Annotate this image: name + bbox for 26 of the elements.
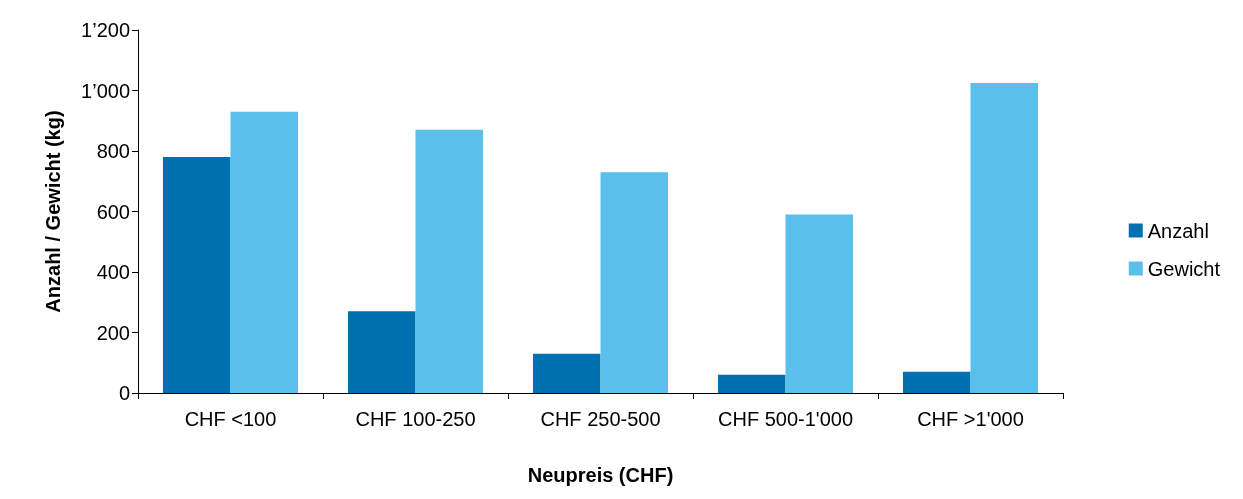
bar: [970, 82, 1039, 393]
y-tick-label: 600: [96, 200, 130, 223]
bar: [600, 172, 669, 393]
legend-label: Gewicht: [1147, 257, 1221, 280]
x-tick-label: CHF >1'000: [917, 408, 1024, 430]
x-tick-label: CHF <100: [184, 408, 277, 430]
y-tick-label: 800: [96, 140, 130, 162]
y-tick-label: 1’200: [81, 19, 130, 41]
legend-label: Anzahl: [1147, 219, 1209, 242]
y-axis-title: Anzahl / Gewicht (kg): [42, 110, 64, 313]
x-tick-label: CHF 100-250: [355, 408, 476, 430]
y-tick-label: 400: [96, 261, 130, 283]
bar: [902, 371, 971, 393]
bar: [162, 157, 231, 393]
bar: [230, 111, 299, 393]
x-tick-label: CHF 500-1'000: [718, 408, 853, 430]
bar: [347, 311, 416, 393]
y-tick-label: 1’000: [81, 79, 130, 102]
bar: [717, 374, 786, 393]
x-tick-label: CHF 250-500: [540, 408, 661, 430]
x-axis-title: Neupreis (CHF): [527, 464, 674, 486]
bar: [415, 129, 484, 393]
bar: [785, 214, 854, 393]
y-tick-label: 200: [96, 321, 130, 344]
bar: [532, 353, 601, 393]
y-tick-label: 0: [118, 382, 130, 404]
